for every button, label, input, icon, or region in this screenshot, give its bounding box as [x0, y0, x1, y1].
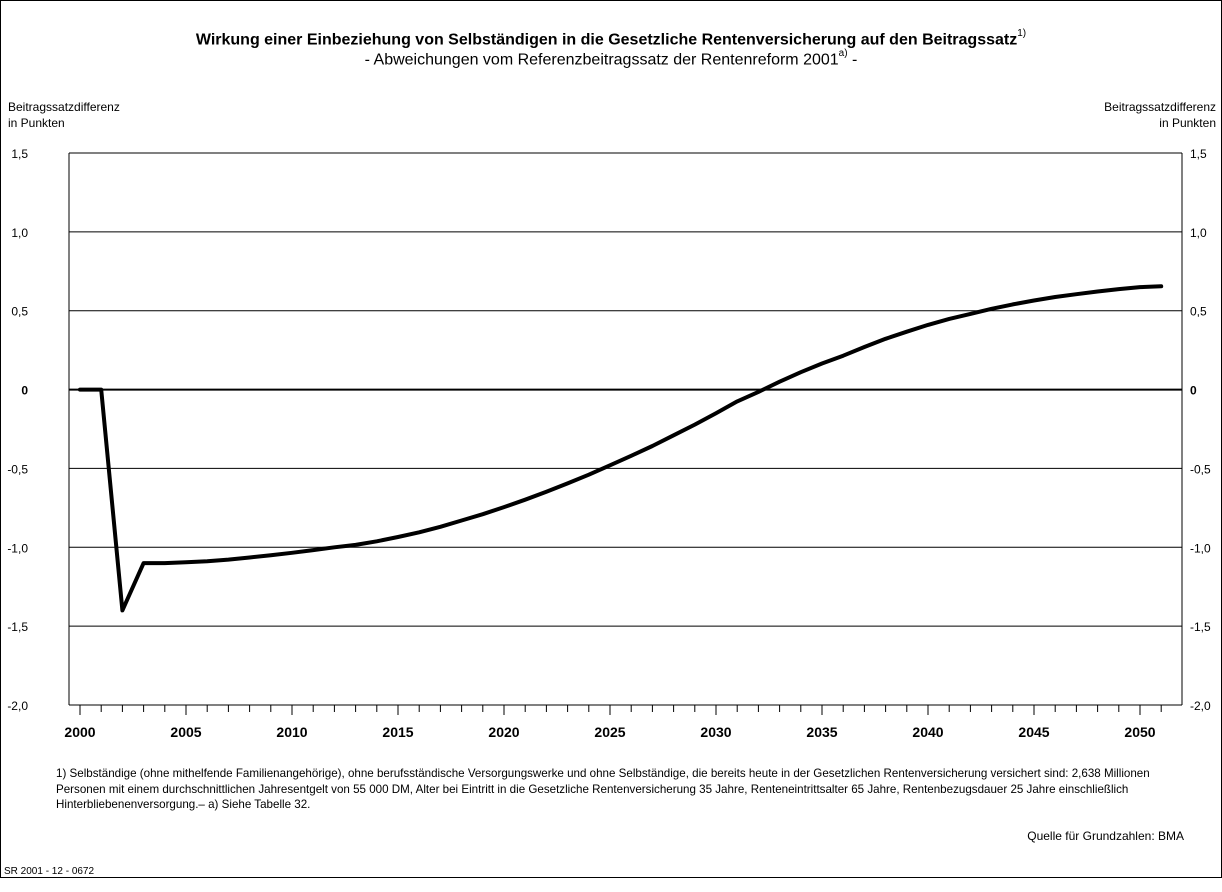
y-tick-label-right: 1,0 — [1190, 226, 1207, 240]
y-tick-label-left: 1,0 — [11, 226, 28, 240]
x-tick-label: 2030 — [700, 724, 731, 740]
x-tick-label: 2035 — [806, 724, 837, 740]
x-tick-label: 2050 — [1124, 724, 1155, 740]
x-tick-label: 2000 — [64, 724, 95, 740]
x-tick-label: 2040 — [912, 724, 943, 740]
y-tick-label-left: -1,0 — [7, 541, 28, 555]
source-note: Quelle für Grundzahlen: BMA — [1027, 829, 1184, 843]
y-axis-title-left: Beitragssatzdifferenz in Punkten — [8, 100, 120, 130]
y-tick-label-left: -0,5 — [7, 462, 28, 476]
title-footnote-mark: 1) — [1017, 28, 1027, 39]
x-tick-label: 2020 — [488, 724, 519, 740]
x-tick-label: 2010 — [276, 724, 307, 740]
x-tick-label: 2015 — [382, 724, 413, 740]
y-tick-label-right: -0,5 — [1190, 462, 1211, 476]
y-tick-label-right: 0,5 — [1190, 305, 1207, 319]
x-tick-label: 2025 — [594, 724, 625, 740]
y-tick-label-left: 0 — [21, 384, 28, 398]
x-tick-label: 2005 — [170, 724, 201, 740]
y-tick-label-right: -1,5 — [1190, 620, 1211, 634]
y-tick-label-right: -2,0 — [1190, 699, 1211, 713]
series-line — [78, 284, 1164, 613]
y-tick-label-left: 0,5 — [11, 305, 28, 319]
y-tick-label-left: 1,5 — [11, 147, 28, 161]
document-code: SR 2001 - 12 - 0672 — [4, 866, 95, 877]
y-tick-label-right: 0 — [1190, 384, 1197, 398]
y-tick-label-right: -1,0 — [1190, 541, 1211, 555]
y-tick-label-left: -1,5 — [7, 620, 28, 634]
chart-title: Wirkung einer Einbeziehung von Selbständ… — [195, 28, 1027, 49]
subtitle-footnote-mark: a) — [838, 48, 848, 59]
y-tick-label-right: 1,5 — [1190, 147, 1207, 161]
y-tick-label-left: -2,0 — [7, 699, 28, 713]
x-tick-label: 2045 — [1018, 724, 1049, 740]
y-axis-title-right: Beitragssatzdifferenz in Punkten — [1104, 100, 1216, 130]
chart-subtitle: - Abweichungen vom Referenzbeitragssatz … — [364, 48, 858, 69]
footnote: 1) Selbständige (ohne mithelfende Famili… — [56, 767, 1150, 811]
